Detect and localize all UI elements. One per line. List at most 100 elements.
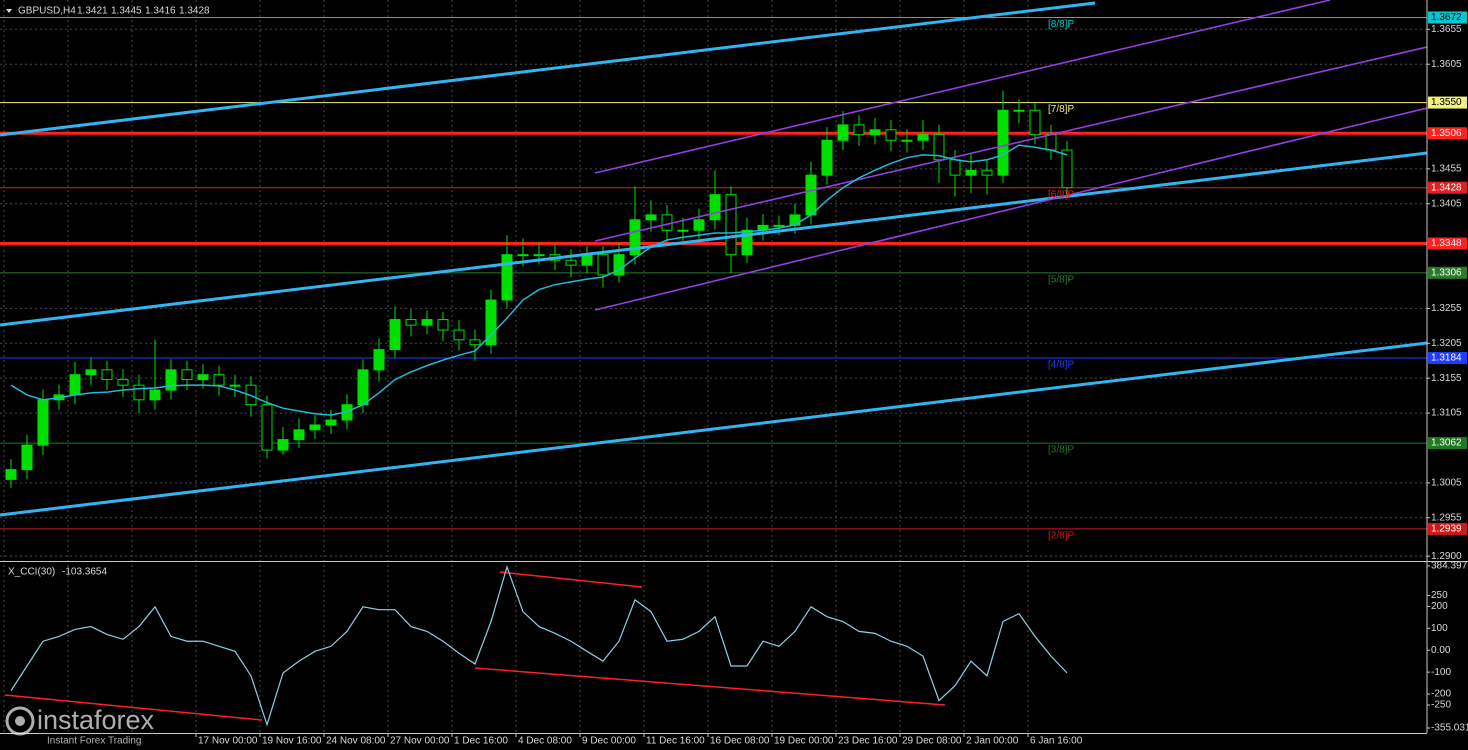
watermark: instaforex Instant Forex Trading bbox=[5, 705, 155, 747]
candle-body bbox=[1029, 109, 1041, 136]
candle-body bbox=[133, 384, 145, 401]
y-tick-label: 1.3105 bbox=[1431, 408, 1462, 419]
indicator-tick-label: -100 bbox=[1431, 667, 1451, 678]
labels: GBPUSD,H4 1.3421 1.3445 1.3416 1.3428 X_… bbox=[6, 6, 1468, 747]
level-price-label: 1.3428 bbox=[1431, 182, 1462, 193]
x-tick-label: 6 Jan 16:00 bbox=[1030, 736, 1083, 747]
level-price-label: 1.3550 bbox=[1431, 97, 1462, 108]
level-price-label: 1.3672 bbox=[1431, 12, 1462, 23]
candle-body bbox=[933, 134, 945, 161]
x-tick-label: 19 Dec 00:00 bbox=[774, 736, 834, 747]
candle-body bbox=[389, 319, 401, 351]
candle-body bbox=[261, 404, 273, 451]
candle-body bbox=[5, 469, 17, 480]
candle-body bbox=[677, 229, 689, 232]
candle-body bbox=[21, 444, 33, 471]
candle-body bbox=[501, 254, 513, 301]
indicator-panel bbox=[4, 565, 1068, 727]
level-name: [8/8]P bbox=[1048, 19, 1074, 30]
candle-body bbox=[725, 194, 737, 256]
x-tick-label: 2 Jan 00:00 bbox=[966, 736, 1019, 747]
symbol-title: GBPUSD,H4 bbox=[18, 6, 76, 17]
candle-body bbox=[981, 169, 993, 176]
candle-body bbox=[69, 374, 81, 396]
watermark-logo bbox=[5, 706, 35, 736]
level-name: [2/8]P bbox=[1048, 531, 1074, 542]
candle-body bbox=[437, 319, 449, 331]
level-price-box bbox=[1428, 437, 1467, 450]
candle-body bbox=[373, 349, 385, 371]
watermark-brand: instaforex bbox=[37, 705, 155, 735]
level-price-box bbox=[1428, 11, 1467, 24]
x-tick-label: 29 Dec 08:00 bbox=[902, 736, 962, 747]
candle-body bbox=[917, 134, 929, 141]
level-price-label: 1.3062 bbox=[1431, 438, 1462, 449]
header-open: 1.3421 bbox=[77, 6, 108, 17]
candle-body bbox=[85, 369, 97, 376]
indicator-value: -103.3654 bbox=[62, 567, 107, 578]
level-name: [6/8]P bbox=[1048, 189, 1074, 200]
candle-body bbox=[357, 369, 369, 406]
x-tick-label: 17 Nov 00:00 bbox=[198, 736, 258, 747]
y-tick-label: 1.3155 bbox=[1431, 373, 1462, 384]
x-tick-label: 23 Dec 16:00 bbox=[838, 736, 898, 747]
moving-average-line bbox=[10, 144, 1068, 416]
candle-body bbox=[165, 369, 177, 391]
level-name: [7/8]P bbox=[1048, 104, 1074, 115]
trend-lines bbox=[0, 0, 1427, 517]
level-name: [5/8]P bbox=[1048, 274, 1074, 285]
x-tick-label: 4 Dec 08:00 bbox=[518, 736, 572, 747]
candle-body bbox=[901, 139, 913, 142]
x-tick-label: 16 Dec 08:00 bbox=[710, 736, 770, 747]
candle-body bbox=[597, 254, 609, 276]
candle-body bbox=[773, 224, 785, 227]
x-tick-label: 19 Nov 16:00 bbox=[262, 736, 322, 747]
candle-body bbox=[181, 369, 193, 381]
level-price-box bbox=[1428, 127, 1467, 140]
header-low: 1.3416 bbox=[145, 6, 176, 17]
indicator-tick-label: 100 bbox=[1431, 623, 1448, 634]
x-tick-label: 11 Dec 16:00 bbox=[646, 736, 705, 747]
channel-line bbox=[594, 0, 1331, 174]
candle-body bbox=[149, 389, 161, 401]
candle-body bbox=[949, 159, 961, 176]
level-name: [3/8]P bbox=[1048, 445, 1074, 456]
y-tick-label: 1.3205 bbox=[1431, 338, 1462, 349]
divergence-line bbox=[4, 694, 263, 721]
level-price-box bbox=[1428, 266, 1467, 279]
candles bbox=[5, 90, 1073, 488]
divergence-line bbox=[474, 667, 946, 706]
x-tick-label: 9 Dec 00:00 bbox=[582, 736, 636, 747]
indicator-tick-label: 0.00 bbox=[1431, 645, 1451, 656]
candle-body bbox=[821, 139, 833, 176]
candle-body bbox=[101, 369, 113, 381]
candle-body bbox=[629, 219, 641, 256]
candle-body bbox=[453, 329, 465, 341]
y-tick-label: 1.3005 bbox=[1431, 477, 1462, 488]
level-price-box bbox=[1428, 96, 1467, 109]
candle-body bbox=[693, 219, 705, 231]
candle-body bbox=[485, 299, 497, 346]
level-price-box bbox=[1428, 237, 1467, 250]
level-price-box bbox=[1428, 522, 1467, 535]
candle-body bbox=[277, 439, 289, 451]
candle-body bbox=[645, 214, 657, 221]
candle-body bbox=[805, 174, 817, 216]
moving-average bbox=[10, 144, 1068, 416]
channel-line bbox=[594, 107, 1427, 311]
candle-body bbox=[581, 254, 593, 266]
indicator-tick-label: 200 bbox=[1431, 601, 1448, 612]
levels bbox=[0, 16, 1427, 530]
header-high: 1.3445 bbox=[111, 6, 142, 17]
indicator-tick-label: -355.031 bbox=[1431, 723, 1468, 734]
candle-body bbox=[293, 429, 305, 441]
candle-body bbox=[117, 379, 129, 386]
candle-body bbox=[517, 254, 529, 257]
candle-body bbox=[869, 129, 881, 136]
y-tick-label: 1.3655 bbox=[1431, 24, 1462, 35]
candle-body bbox=[885, 129, 897, 141]
level-name: [4/8]P bbox=[1048, 360, 1074, 371]
trend-line bbox=[0, 341, 1427, 517]
